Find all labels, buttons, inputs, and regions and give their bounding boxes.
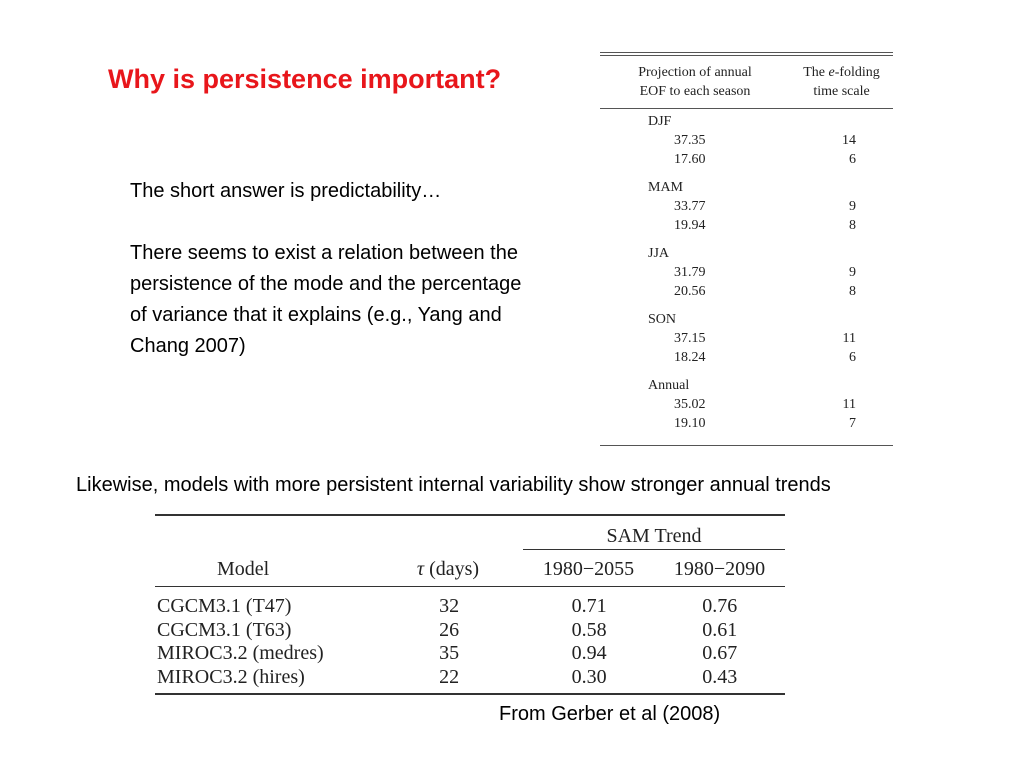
table-row: 33.77 9 xyxy=(600,197,893,216)
projection-value: 17.60 xyxy=(674,152,706,167)
trend-2055-value: 0.94 xyxy=(571,642,607,664)
sam-trend-table: SAM Trend Model τ (days) 1980−2055 1980−… xyxy=(155,514,785,695)
likewise-statement: Likewise, models with more persistent in… xyxy=(76,474,831,496)
tau-value: 26 xyxy=(439,618,460,641)
season-group: DJF 37.35 14 17.60 6 xyxy=(600,113,893,169)
projection-value: 37.15 xyxy=(674,331,706,346)
timescale-value: 8 xyxy=(849,284,856,299)
table-top-rule xyxy=(600,52,893,56)
trend-2090-value: 0.67 xyxy=(702,642,738,664)
timescale-value: 14 xyxy=(842,133,856,148)
projection-value: 35.02 xyxy=(674,397,706,412)
timescale-value: 9 xyxy=(849,265,856,280)
header-tau: τ (days) xyxy=(416,558,480,580)
timescale-value: 11 xyxy=(842,397,856,412)
source-citation: From Gerber et al (2008) xyxy=(499,703,721,725)
season-label: Annual xyxy=(648,378,690,393)
season-label: JJA xyxy=(648,246,670,261)
table-row: 17.60 6 xyxy=(600,150,893,169)
trend-2055-value: 0.71 xyxy=(571,595,607,617)
projection-value: 19.94 xyxy=(674,218,706,233)
header-period-2090: 1980−2090 xyxy=(673,558,766,580)
season-group: SON 37.15 11 18.24 6 xyxy=(600,311,893,367)
table-row: 19.10 7 xyxy=(600,414,893,433)
table-row: 37.35 14 xyxy=(600,131,893,150)
column-header-row: Model τ (days) 1980−2055 1980−2090 xyxy=(155,550,785,584)
trend-2090-value: 0.76 xyxy=(702,595,738,617)
table-bottom-rule xyxy=(155,693,785,695)
table-body: CGCM3.1 (T47) 32 0.71 0.76 CGCM3.1 (T63) 26 0.… xyxy=(155,587,785,693)
trend-2090-value: 0.61 xyxy=(702,618,738,641)
paragraph-relation: There seems to exist a relation between … xyxy=(130,242,522,357)
projection-value: 33.77 xyxy=(674,199,706,214)
table-row: 20.56 8 xyxy=(600,282,893,301)
model-name: CGCM3.1 (T47) xyxy=(157,595,292,617)
season-group: MAM 33.77 9 19.94 8 xyxy=(600,179,893,235)
model-name: CGCM3.1 (T63) xyxy=(157,618,292,641)
trend-2055-value: 0.58 xyxy=(571,618,607,641)
tau-value: 22 xyxy=(439,665,460,688)
tau-value: 32 xyxy=(439,595,460,617)
table-row: 18.24 6 xyxy=(600,348,893,367)
model-name: MIROC3.2 (hires) xyxy=(157,665,305,688)
trend-2090-value: 0.43 xyxy=(702,665,738,688)
table-row: 35.02 11 xyxy=(600,395,893,414)
timescale-value: 8 xyxy=(849,218,856,233)
trend-2055-value: 0.30 xyxy=(571,665,607,688)
table-row: MIROC3.2 (hires) 22 0.30 0.43 xyxy=(155,666,785,690)
table-body: DJF 37.35 14 17.60 6 MAM 33.77 9 19.94 8 JJA 31.79 9… xyxy=(600,109,893,445)
table-row: 31.79 9 xyxy=(600,263,893,282)
projection-value: 19.10 xyxy=(674,416,706,431)
header-projection: Projection of annual EOF to each season xyxy=(638,65,752,99)
eof-timescale-table: Projection of annual EOF to each season … xyxy=(600,52,893,446)
model-name: MIROC3.2 (medres) xyxy=(157,642,324,664)
group-header-row: SAM Trend xyxy=(155,516,785,550)
projection-value: 18.24 xyxy=(674,350,706,365)
paragraph-short-answer: The short answer is predictability… xyxy=(130,180,442,202)
season-label: SON xyxy=(648,312,677,327)
season-label: MAM xyxy=(648,180,684,195)
timescale-value: 7 xyxy=(849,416,856,431)
season-group: Annual 35.02 11 19.10 7 xyxy=(600,377,893,433)
table-top-rule xyxy=(155,514,785,516)
timescale-value: 9 xyxy=(849,199,856,214)
paragraph-gap xyxy=(130,207,540,238)
table-row: CGCM3.1 (T63) 26 0.58 0.61 xyxy=(155,619,785,643)
season-group: JJA 31.79 9 20.56 8 xyxy=(600,245,893,301)
header-efolding: The e-folding time scale xyxy=(803,65,880,99)
table-row: 19.94 8 xyxy=(600,216,893,235)
timescale-value: 6 xyxy=(849,152,856,167)
projection-value: 20.56 xyxy=(674,284,706,299)
timescale-value: 6 xyxy=(849,350,856,365)
table-row: 37.15 11 xyxy=(600,329,893,348)
timescale-value: 11 xyxy=(842,331,856,346)
table-bottom-rule xyxy=(600,445,893,446)
projection-value: 31.79 xyxy=(674,265,706,280)
table-header-rule xyxy=(600,108,893,109)
header-period-2055: 1980−2055 xyxy=(542,558,635,580)
table-header-rule xyxy=(155,586,785,587)
table-row: CGCM3.1 (T47) 32 0.71 0.76 xyxy=(155,595,785,619)
tau-value: 35 xyxy=(439,642,460,664)
body-text: The short answer is predictability… Ther… xyxy=(130,176,540,362)
header-model: Model xyxy=(217,558,270,580)
table-header: Projection of annual EOF to each season … xyxy=(600,56,893,108)
sam-trend-header: SAM Trend xyxy=(523,516,785,550)
projection-value: 37.35 xyxy=(674,133,706,148)
slide-title: Why is persistence important? xyxy=(108,64,502,94)
table-row: MIROC3.2 (medres) 35 0.94 0.67 xyxy=(155,642,785,666)
season-label: DJF xyxy=(648,114,672,129)
